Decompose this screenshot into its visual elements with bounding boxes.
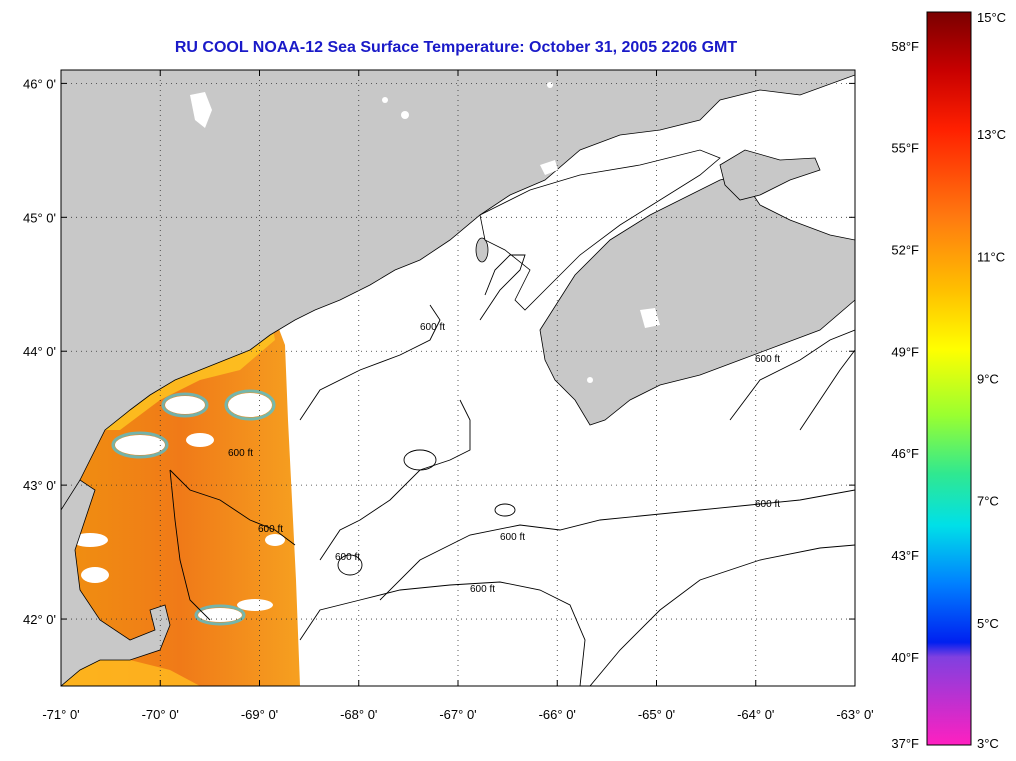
colorbar-fahrenheit-label: 43°F: [891, 548, 919, 563]
contour-label: 600 ft: [228, 448, 253, 459]
lakes: [190, 82, 660, 383]
contour-label: 600 ft: [755, 499, 780, 510]
land-cape-breton: [719, 149, 821, 201]
colorbar-celsius-label: 7°C: [977, 494, 999, 509]
lon-tick-label: -67° 0': [439, 707, 476, 722]
lon-tick-label: -65° 0': [638, 707, 675, 722]
colorbar-fahrenheit-label: 52°F: [891, 243, 919, 258]
contour-label: 600 ft: [500, 532, 525, 543]
lon-tick-label: -64° 0': [737, 707, 774, 722]
lon-tick-label: -71° 0': [42, 707, 79, 722]
contour-label: 600 ft: [258, 524, 283, 535]
map-title: RU COOL NOAA-12 Sea Surface Temperature:…: [175, 39, 738, 56]
colorbar-celsius-label: 15°C: [977, 10, 1006, 25]
colorbar-gradient: [926, 11, 972, 746]
lat-tick-label: 46° 0': [23, 76, 56, 91]
colorbar-fahrenheit-label: 46°F: [891, 446, 919, 461]
contour-label: 600 ft: [335, 552, 360, 563]
lat-tick-label: 43° 0': [23, 478, 56, 493]
lat-tick-label: 42° 0': [23, 612, 56, 627]
lon-tick-label: -70° 0': [142, 707, 179, 722]
colorbar-celsius-label: 5°C: [977, 616, 999, 631]
map-plot: 600 ft 600 ft 600 ft 600 ft 600 ft 600 f…: [61, 70, 855, 686]
lon-tick-label: -69° 0': [241, 707, 278, 722]
contour-label: 600 ft: [470, 584, 495, 595]
lon-tick-label: -68° 0': [340, 707, 377, 722]
frame-ticks: [60, 70, 856, 686]
bathymetry-contours: [169, 254, 855, 686]
colorbar-fahrenheit-label: 37°F: [891, 736, 919, 751]
colorbar-fahrenheit-labels: 58°F 55°F 52°F 49°F 46°F 43°F 40°F 37°F: [891, 39, 919, 751]
contour-labels: 600 ft 600 ft 600 ft 600 ft 600 ft 600 f…: [228, 322, 780, 595]
colorbar-fahrenheit-label: 49°F: [891, 344, 919, 359]
colorbar-fahrenheit-label: 55°F: [891, 141, 919, 156]
colorbar-fahrenheit-label: 40°F: [891, 650, 919, 665]
latitude-tick-labels: 46° 0' 45° 0' 44° 0' 43° 0' 42° 0': [23, 76, 56, 627]
bay-of-fundy: [479, 149, 721, 311]
lon-tick-label: -63° 0': [836, 707, 873, 722]
lat-tick-label: 45° 0': [23, 210, 56, 225]
colorbar-celsius-label: 13°C: [977, 127, 1006, 142]
land-grand-manan: [475, 237, 489, 263]
lon-tick-label: -66° 0': [539, 707, 576, 722]
contour-label: 600 ft: [420, 322, 445, 333]
colorbar-fahrenheit-label: 58°F: [891, 39, 919, 54]
colorbar-celsius-label: 9°C: [977, 372, 999, 387]
longitude-tick-labels: -71° 0' -70° 0' -69° 0' -68° 0' -67° 0' -66° …: [42, 707, 873, 722]
land-nova-scotia: [539, 174, 855, 426]
land-massachusetts: [61, 479, 171, 686]
cloud-edge-cyan: [111, 389, 276, 626]
colorbar-celsius-label: 3°C: [977, 736, 999, 751]
contour-label: 600 ft: [755, 354, 780, 365]
colorbar-celsius-label: 11°C: [977, 249, 1005, 264]
colorbar-celsius-labels: 15°C 13°C 11°C 9°C 7°C 5°C 3°C: [977, 10, 1006, 751]
colorbar: 58°F 55°F 52°F 49°F 46°F 43°F 40°F 37°F 15°C 13°…: [891, 10, 1006, 751]
lat-tick-label: 44° 0': [23, 344, 56, 359]
